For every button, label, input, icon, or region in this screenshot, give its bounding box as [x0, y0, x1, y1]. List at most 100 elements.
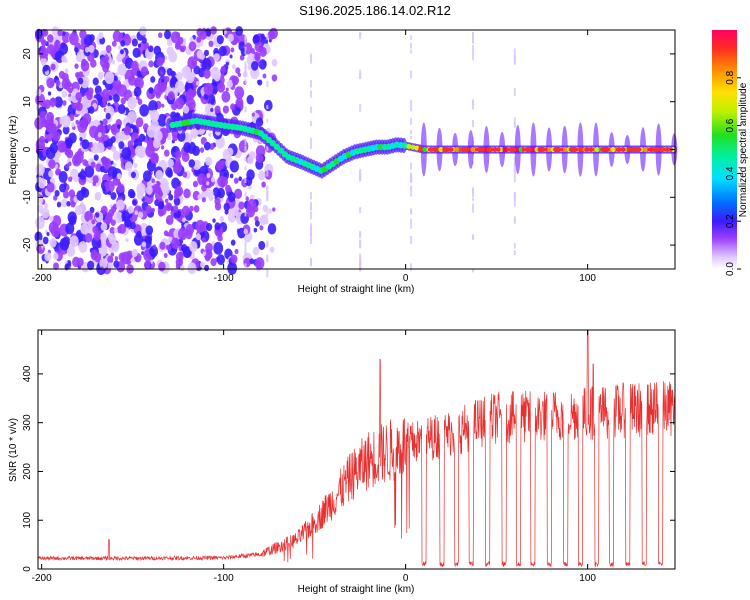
streak-segment: [244, 106, 247, 113]
noise-blob: [78, 77, 84, 85]
streak-segment: [359, 239, 362, 247]
noise-blob: [180, 243, 188, 253]
ridge-hot-segment: [521, 147, 532, 152]
noise-blob: [50, 225, 61, 238]
noise-blob: [63, 182, 67, 187]
noise-blob: [71, 122, 75, 128]
snr-x-ticks: -200 -100 0 100: [32, 330, 596, 584]
noise-blob: [258, 59, 267, 70]
noise-blob: [48, 170, 54, 178]
noise-blob: [117, 84, 128, 97]
noise-blob: [164, 75, 170, 83]
streak-segment: [410, 70, 413, 79]
noise-blob: [49, 142, 59, 154]
noise-blob: [226, 79, 234, 88]
streak-segment: [359, 262, 362, 270]
streak-segment: [244, 250, 247, 258]
colorbar: 0.0 0.2 0.4 0.6 0.8 Normalized spectral ampl…: [712, 30, 749, 276]
noise-blob: [71, 154, 82, 167]
noise-blob: [65, 163, 70, 169]
noise-blob: [61, 55, 67, 63]
noise-blob: [163, 230, 169, 237]
streak-segment: [410, 176, 413, 183]
ridge-point: [414, 145, 420, 151]
noise-blob: [48, 159, 56, 169]
noise-blob: [100, 266, 104, 271]
noise-blob: [234, 188, 243, 200]
noise-blob: [110, 160, 114, 165]
noise-blob: [145, 205, 152, 214]
noise-blob: [75, 102, 83, 112]
noise-blob: [238, 201, 245, 210]
noise-blob: [230, 47, 235, 53]
spectrogram-marks: [34, 26, 678, 278]
noise-blob: [43, 99, 51, 109]
noise-blob: [267, 223, 277, 235]
streak-segment: [310, 79, 312, 88]
ridge-hot-segment: [443, 147, 454, 152]
noise-blob: [88, 125, 99, 138]
streak-segment: [244, 191, 247, 197]
noise-blob: [166, 219, 170, 224]
noise-blob: [222, 105, 230, 114]
y-tick-label: 300: [22, 414, 33, 431]
noise-blob: [52, 131, 61, 142]
streak-segment: [266, 104, 269, 110]
noise-blob: [68, 96, 73, 102]
noise-blob: [189, 36, 194, 42]
noise-blob: [153, 130, 163, 142]
noise-blob: [35, 163, 45, 176]
streak-segment: [410, 135, 413, 140]
noise-blob: [166, 245, 172, 252]
noise-blob: [118, 141, 125, 149]
noise-blob: [161, 78, 165, 83]
noise-blob: [137, 43, 142, 48]
noise-blob: [212, 218, 216, 223]
noise-blob: [213, 241, 224, 255]
noise-blob: [110, 219, 116, 226]
snr-plot-area: [38, 330, 675, 569]
noise-blob: [168, 50, 178, 63]
noise-blob: [130, 60, 139, 71]
noise-blob: [238, 140, 249, 153]
noise-blob: [39, 110, 47, 120]
noise-blob: [203, 49, 209, 57]
noise-blob: [254, 41, 263, 53]
streak-segment: [266, 33, 269, 40]
noise-blob: [67, 249, 73, 257]
streak-segment: [244, 211, 247, 217]
noise-blob: [262, 73, 267, 79]
colorbar-ticks: 0.0 0.2 0.4 0.6 0.8: [725, 70, 741, 276]
noise-blob: [37, 197, 44, 204]
x-tick-label: 100: [579, 573, 596, 584]
streak-segment: [310, 239, 312, 244]
noise-blob: [251, 60, 259, 71]
noise-blob: [49, 238, 57, 248]
noise-blob: [70, 168, 79, 180]
noise-blob: [35, 88, 42, 97]
ridge-hot-segment: [584, 147, 595, 152]
noise-blob: [54, 96, 63, 108]
noise-blob: [97, 132, 102, 138]
streak-segment: [310, 211, 312, 220]
noise-blob: [41, 145, 47, 153]
noise-blob: [107, 52, 111, 57]
streak-segment: [410, 209, 413, 215]
ridge-point: [418, 146, 424, 152]
noise-blob: [139, 26, 147, 36]
noise-blob: [46, 77, 55, 89]
noise-blob: [223, 202, 230, 212]
snr-y-ticks: 0 100 200 300 400: [22, 365, 675, 572]
noise-blob: [135, 117, 144, 128]
streak-segment: [310, 55, 312, 64]
ridge-point: [273, 143, 280, 150]
ridge-point: [410, 144, 416, 150]
noise-blob: [224, 172, 228, 177]
noise-blob: [89, 206, 95, 214]
noise-blob: [116, 53, 123, 63]
noise-blob: [68, 176, 73, 182]
streak-segment: [410, 218, 413, 226]
streak-segment: [310, 121, 312, 126]
noise-blob: [40, 39, 47, 47]
noise-blob: [74, 63, 79, 69]
